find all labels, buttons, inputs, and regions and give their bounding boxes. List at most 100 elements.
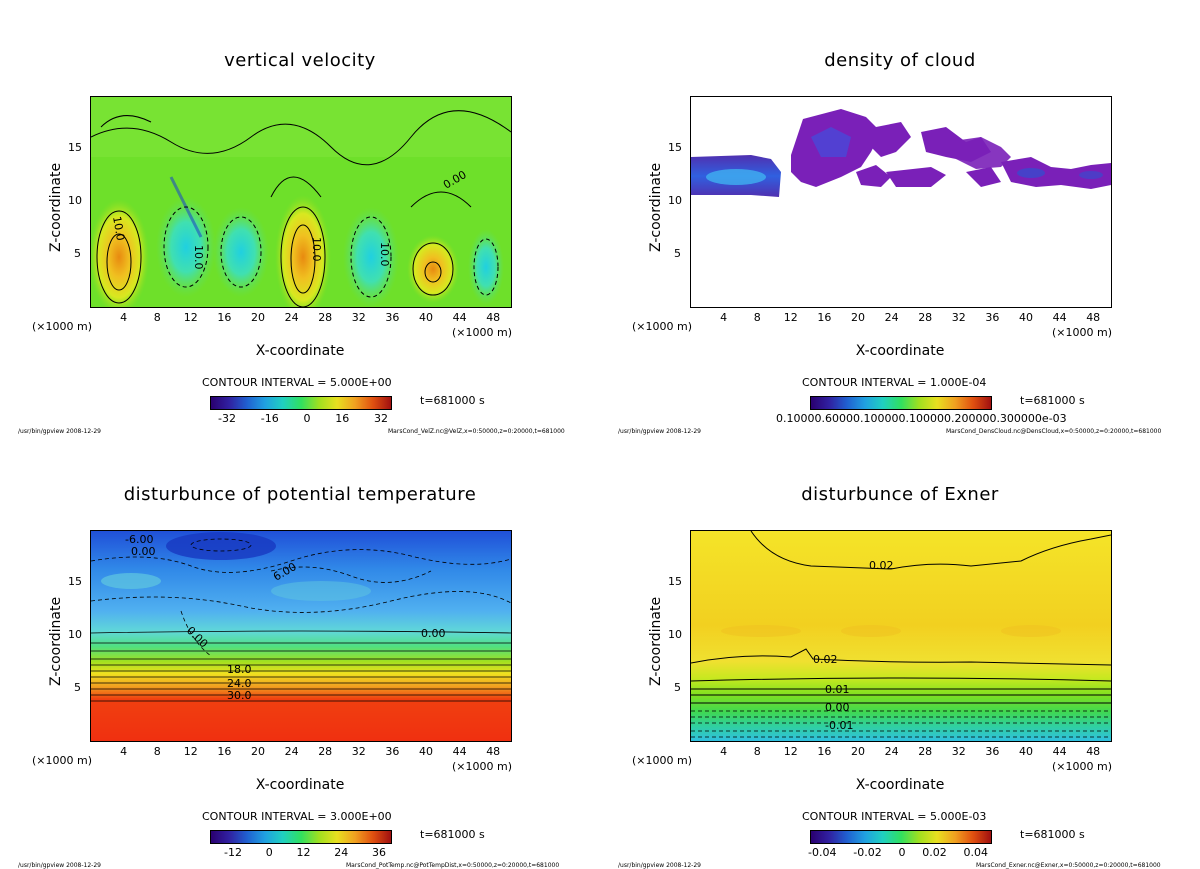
- footer-left: /usr/bin/gpview 2008-12-29: [618, 428, 701, 435]
- contour-label: -6.00: [125, 533, 153, 546]
- y-axis-label: Z-coordinate: [48, 162, 64, 252]
- x-tick: 48: [486, 745, 501, 758]
- x-unit-left: (×1000 m): [632, 754, 693, 767]
- contour-label: 10.0: [378, 242, 391, 267]
- contour-label: 0.00: [421, 627, 446, 640]
- contour-label: 0.00: [825, 701, 850, 714]
- x-tick: 4: [720, 745, 728, 758]
- colorbar-tick: -0.04: [808, 846, 837, 859]
- panel-potential-temperature: disturbunce of potential temperature: [0, 434, 600, 869]
- x-tick: 24: [884, 311, 899, 324]
- x-tick: 4: [120, 311, 128, 324]
- plot-area: 10.0 10.0 10.0 10.0 0.00: [90, 96, 512, 308]
- x-ticks: 4 8 12 16 20 24 28 32 36 40 44 48: [690, 745, 1110, 759]
- x-tick: 16: [217, 745, 232, 758]
- x-tick: 40: [1019, 745, 1033, 758]
- x-tick: 24: [884, 745, 899, 758]
- x-tick: 16: [217, 311, 232, 324]
- x-tick: 40: [419, 745, 433, 758]
- contour-interval: CONTOUR INTERVAL = 5.000E-03: [802, 810, 987, 823]
- contour-interval: CONTOUR INTERVAL = 5.000E+00: [202, 376, 392, 389]
- x-tick: 20: [251, 745, 265, 758]
- colorbar-tick: 32: [374, 412, 388, 425]
- x-tick: 28: [318, 745, 333, 758]
- colorbar-tick: 36: [371, 846, 386, 859]
- footer-left: /usr/bin/gpview 2008-12-29: [618, 862, 701, 869]
- plot-area: 0.02 0.02 0.01 0.00 -0.01: [690, 530, 1112, 742]
- colorbar-ticks: 0.10000.60000.100000.100000.200000.30000…: [776, 412, 1067, 425]
- time-stamp: t=681000 s: [1020, 394, 1085, 407]
- colorbar-ticks: -0.04 -0.02 0 0.02 0.04: [808, 846, 988, 859]
- time-stamp: t=681000 s: [420, 394, 485, 407]
- x-tick: 44: [1052, 745, 1067, 758]
- y-tick: 15: [668, 575, 682, 588]
- x-tick: 28: [318, 311, 333, 324]
- x-unit-right: (×1000 m): [1052, 760, 1113, 773]
- x-tick: 8: [753, 311, 761, 324]
- colorbar-tick: -32: [218, 412, 236, 425]
- contour-label: 24.0: [227, 677, 252, 690]
- colorbar-tick: 0.10000.60000.100000.100000.200000.30000…: [776, 412, 1067, 425]
- x-unit-left: (×1000 m): [632, 320, 693, 333]
- contour-label: 0.00: [131, 545, 156, 558]
- contour-label: 0.01: [825, 683, 850, 696]
- footer-right: MarsCond_PotTemp.nc@PotTempDist,x=0:5000…: [346, 862, 560, 869]
- chart-title: density of cloud: [824, 50, 976, 71]
- x-tick: 12: [783, 311, 798, 324]
- colorbar-tick: 24: [334, 846, 349, 859]
- potential-temperature-field: -6.00 0.00 0.00 6.00 0.00 18.0 24.0 30.0: [91, 531, 511, 741]
- x-tick: 36: [385, 745, 400, 758]
- contour-label: 10.0: [310, 237, 323, 262]
- x-tick: 4: [120, 745, 128, 758]
- x-tick: 8: [153, 311, 161, 324]
- x-tick: 12: [183, 745, 198, 758]
- x-unit-right: (×1000 m): [452, 326, 513, 339]
- y-tick: 10: [68, 628, 82, 641]
- footer-left: /usr/bin/gpview 2008-12-29: [18, 862, 101, 869]
- plot-area: [690, 96, 1112, 308]
- colorbar-tick: 0: [303, 412, 311, 425]
- contour-interval: CONTOUR INTERVAL = 1.000E-04: [802, 376, 987, 389]
- y-tick: 15: [668, 141, 682, 154]
- x-tick: 12: [183, 311, 198, 324]
- x-tick: 28: [918, 745, 933, 758]
- x-tick: 40: [419, 311, 433, 324]
- colorbar-tick: 12: [296, 846, 311, 859]
- x-tick: 12: [783, 745, 798, 758]
- x-tick: 32: [951, 745, 966, 758]
- colorbar-tick: 0: [265, 846, 273, 859]
- contour-interval: CONTOUR INTERVAL = 3.000E+00: [202, 810, 392, 823]
- colorbar-tick: 16: [335, 412, 350, 425]
- footer-right: MarsCond_DensCloud.nc@DensCloud,x=0:5000…: [946, 428, 1162, 435]
- x-tick: 44: [452, 745, 467, 758]
- x-tick: 44: [452, 311, 467, 324]
- x-tick: 20: [851, 745, 865, 758]
- chart-title: vertical velocity: [224, 50, 376, 71]
- panel-exner: disturbunce of Exner: [600, 434, 1200, 869]
- panel-vertical-velocity: vertical velocity: [0, 0, 600, 435]
- chart-title: disturbunce of potential temperature: [123, 484, 477, 505]
- exner-field: 0.02 0.02 0.01 0.00 -0.01: [691, 531, 1111, 741]
- colorbar: [810, 830, 992, 844]
- x-tick: 48: [486, 311, 501, 324]
- chart-title: disturbunce of Exner: [801, 484, 999, 505]
- contour-label: 18.0: [227, 663, 252, 676]
- y-tick: 5: [674, 681, 681, 694]
- x-axis-label: X-coordinate: [855, 777, 945, 793]
- colorbar-tick: -12: [224, 846, 242, 859]
- y-axis-label: Z-coordinate: [648, 596, 664, 686]
- y-tick: 5: [74, 681, 81, 694]
- x-ticks: 4 8 12 16 20 24 28 32 36 40 44 48: [90, 745, 510, 759]
- footer-right: MarsCond_Exner.nc@Exner,x=0:50000,z=0:20…: [976, 862, 1161, 869]
- colorbar-ticks: -32 -16 0 16 32: [218, 412, 388, 425]
- colorbar-tick: 0.02: [922, 846, 947, 859]
- colorbar-tick: -16: [260, 412, 279, 425]
- cloud-density-field: [691, 97, 1111, 307]
- y-tick: 10: [668, 194, 682, 207]
- y-tick: 10: [68, 194, 82, 207]
- x-tick: 32: [351, 745, 366, 758]
- x-tick: 40: [1019, 311, 1033, 324]
- time-stamp: t=681000 s: [420, 828, 485, 841]
- x-axis-label: X-coordinate: [855, 343, 945, 359]
- x-tick: 4: [720, 311, 728, 324]
